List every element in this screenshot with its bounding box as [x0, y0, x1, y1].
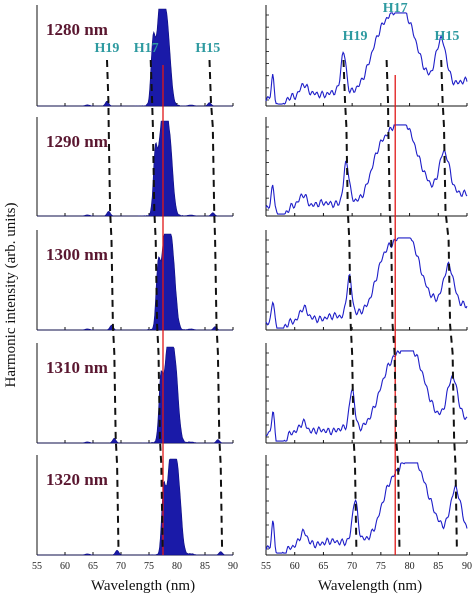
left-H15-track-line	[208, 59, 224, 551]
right-x-tick-label: 80	[405, 561, 415, 572]
right-x-tick-label: 55	[261, 561, 271, 572]
left-x-tick-label: 85	[200, 561, 210, 572]
left-spectrum-3	[37, 233, 233, 331]
right-harmonic-label-H17: H17	[383, 1, 408, 16]
left-spectrum-1	[37, 8, 233, 107]
left-harmonic-label-H15: H15	[195, 41, 220, 56]
left-x-tick-label: 75	[144, 561, 154, 572]
left-x-tick-label: 90	[228, 561, 238, 572]
x-axis-title-right: Wavelength (nm)	[318, 578, 422, 594]
x-axis-title-left: Wavelength (nm)	[91, 578, 195, 594]
left-spectrum-4	[37, 346, 233, 444]
left-harmonic-label-H17: H17	[134, 41, 159, 56]
right-spectrum-1	[265, 12, 468, 105]
left-H19-track-line	[106, 59, 120, 551]
panel-label-5: 1320 nm	[46, 470, 108, 489]
panel-label-3: 1300 nm	[46, 245, 108, 264]
panel-label-4: 1310 nm	[46, 358, 108, 377]
left-x-tick-label: 70	[116, 561, 126, 572]
left-H17-track-line	[149, 59, 164, 551]
right-x-tick-label: 75	[376, 561, 386, 572]
y-axis-title: Harmonic intensity (arb. units)	[3, 203, 19, 388]
left-x-tick-label: 80	[172, 561, 182, 572]
left-spectrum-5	[37, 458, 233, 556]
panels-group	[36, 5, 468, 556]
left-x-tick-label: 65	[88, 561, 98, 572]
right-x-tick-label: 65	[318, 561, 328, 572]
right-harmonic-label-H19: H19	[343, 29, 368, 44]
left-x-tick-label: 55	[32, 561, 42, 572]
right-H17-track-line	[385, 59, 401, 551]
panel-label-1: 1280 nm	[46, 20, 108, 39]
left-harmonic-label-H19: H19	[95, 41, 120, 56]
right-H15-track-line	[440, 59, 458, 551]
right-spectrum-2	[265, 124, 468, 215]
left-spectrum-2	[37, 120, 233, 217]
right-x-tick-label: 60	[290, 561, 300, 572]
right-x-tick-label: 90	[462, 561, 472, 572]
right-x-tick-label: 85	[433, 561, 443, 572]
left-x-tick-label: 60	[60, 561, 70, 572]
right-spectrum-5	[265, 462, 468, 554]
right-harmonic-label-H15: H15	[434, 29, 459, 44]
right-spectrum-4	[265, 350, 468, 442]
right-H19-track-line	[342, 59, 358, 551]
right-x-tick-label: 70	[347, 561, 357, 572]
overlay-group	[106, 59, 458, 555]
right-spectrum-3	[265, 237, 468, 329]
panel-label-2: 1290 nm	[46, 132, 108, 151]
text-group: Harmonic intensity (arb. units) Waveleng…	[3, 1, 472, 594]
